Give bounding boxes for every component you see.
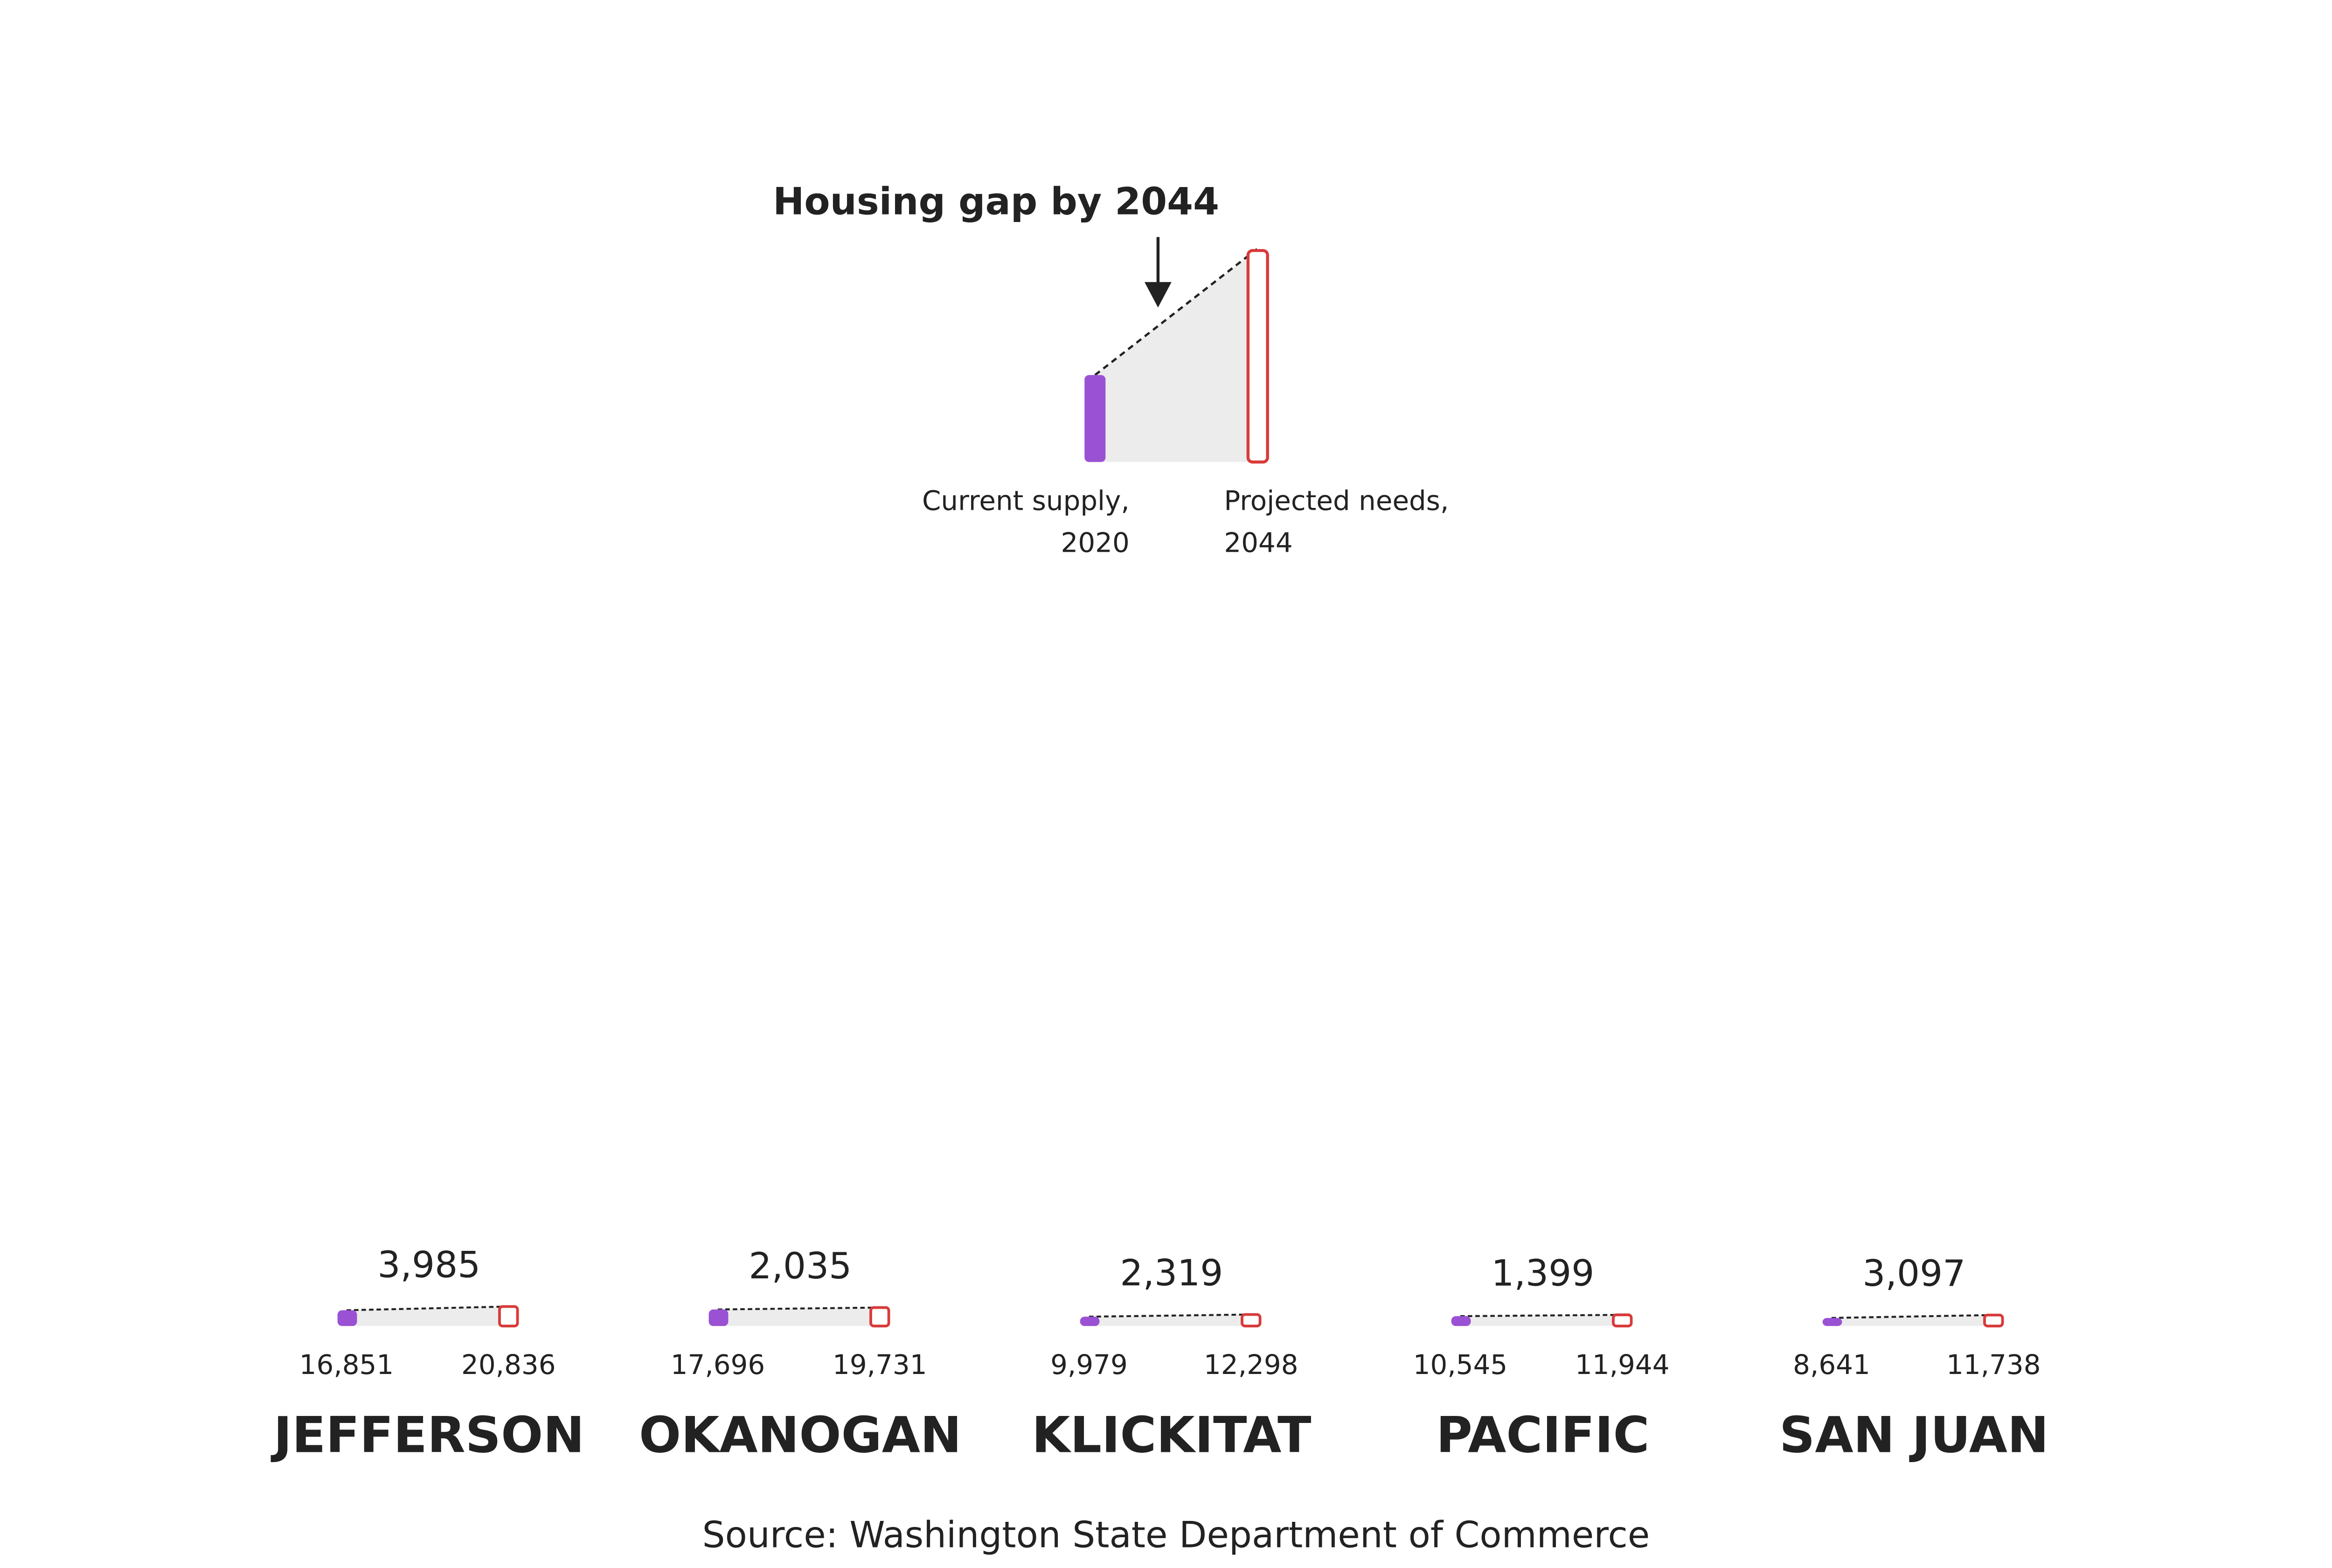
- legend-label: Projected needs,: [1224, 485, 1449, 517]
- current-label: 17,696: [671, 1349, 765, 1381]
- legend-label: Current supply,: [922, 485, 1130, 517]
- current-bar: [1822, 1318, 1842, 1326]
- projected-label: 11,944: [1575, 1349, 1670, 1381]
- current-bar: [1080, 1317, 1100, 1326]
- gap-area: [1089, 1314, 1251, 1326]
- legend-projected-bar: [1246, 249, 1269, 464]
- current-label: 8,641: [1793, 1349, 1870, 1381]
- gap-area: [1460, 1315, 1623, 1326]
- current-bar: [1451, 1316, 1471, 1326]
- county-name: SAN JUAN: [1779, 1407, 2049, 1464]
- projected-bar: [1241, 1313, 1262, 1328]
- current-label: 9,979: [1050, 1349, 1128, 1381]
- legend-label: 2044: [1224, 527, 1292, 559]
- arrow-head: [1144, 282, 1172, 308]
- current-bar: [708, 1309, 729, 1326]
- projected-bar: [498, 1305, 519, 1328]
- gap-label: 1,399: [1491, 1253, 1594, 1295]
- gap-label: 2,319: [1120, 1252, 1223, 1294]
- legend-gap-area: [1095, 249, 1257, 462]
- source: Source: Washington State Department of C…: [702, 1514, 1650, 1556]
- chart-title: Housing gap by 2044: [773, 179, 1219, 223]
- legend-current-bar: [1084, 375, 1106, 462]
- gap-area: [717, 1307, 880, 1326]
- gap-line: [1089, 1313, 1251, 1318]
- county-name: KLICKITAT: [1032, 1407, 1311, 1464]
- projected-label: 12,298: [1204, 1349, 1298, 1381]
- gap-line: [1831, 1314, 1994, 1319]
- legend-gap-line: [1094, 248, 1258, 376]
- gap-line: [717, 1306, 880, 1311]
- current-label: 10,545: [1413, 1349, 1508, 1381]
- county-name: OKANOGAN: [639, 1407, 962, 1464]
- gap-line: [346, 1305, 509, 1311]
- legend-label: 2020: [1061, 527, 1130, 559]
- current-label: 16,851: [299, 1349, 394, 1381]
- projected-bar: [869, 1306, 890, 1328]
- projected-bar: [1612, 1313, 1633, 1328]
- projected-label: 20,836: [461, 1349, 556, 1381]
- county-name: JEFFERSON: [271, 1407, 585, 1464]
- projected-bar: [1983, 1313, 2004, 1328]
- current-bar: [337, 1310, 357, 1326]
- gap-label: 3,097: [1862, 1253, 1965, 1295]
- gap-area: [346, 1306, 509, 1326]
- projected-label: 19,731: [833, 1349, 927, 1381]
- gap-line: [1460, 1314, 1623, 1318]
- gap-label: 3,985: [377, 1244, 480, 1286]
- county-name: PACIFIC: [1436, 1407, 1649, 1464]
- projected-label: 11,738: [1946, 1349, 2041, 1381]
- gap-label: 2,035: [749, 1245, 852, 1287]
